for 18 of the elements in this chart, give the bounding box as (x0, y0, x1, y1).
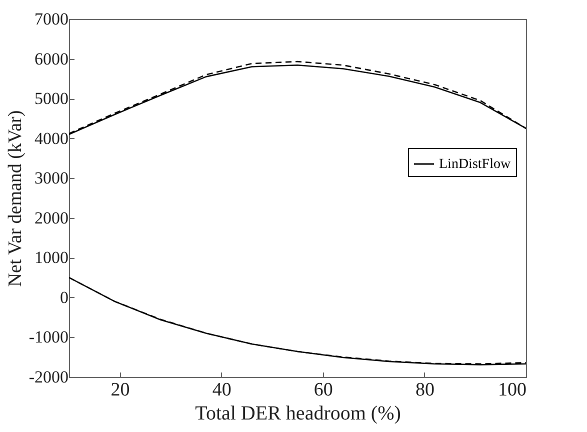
legend-label: LinDistFlow (439, 157, 512, 172)
x-tick-label: 100 (498, 380, 526, 400)
x-tick-label: 60 (314, 380, 333, 400)
y-tick-label: 0 (60, 288, 68, 307)
y-tick-label: 6000 (34, 49, 68, 68)
y-tick-label: 2000 (34, 208, 68, 228)
y-tick-label: -1000 (28, 328, 68, 347)
x-tick-label: 80 (415, 380, 434, 400)
y-tick-label: 5000 (34, 89, 68, 108)
y-axis-title: Net Var demand (kVar) (4, 110, 26, 287)
x-tick-label: 40 (212, 380, 232, 400)
x-tick-label: 20 (110, 380, 130, 400)
y-tick-label: 4000 (34, 128, 68, 148)
x-axis-title: Total DER headroom (%) (195, 402, 401, 424)
y-tick-label: 7000 (34, 10, 68, 28)
y-tick-label: -2000 (28, 368, 68, 386)
y-tick-label: 1000 (34, 248, 68, 268)
y-tick-label: 3000 (34, 168, 68, 188)
